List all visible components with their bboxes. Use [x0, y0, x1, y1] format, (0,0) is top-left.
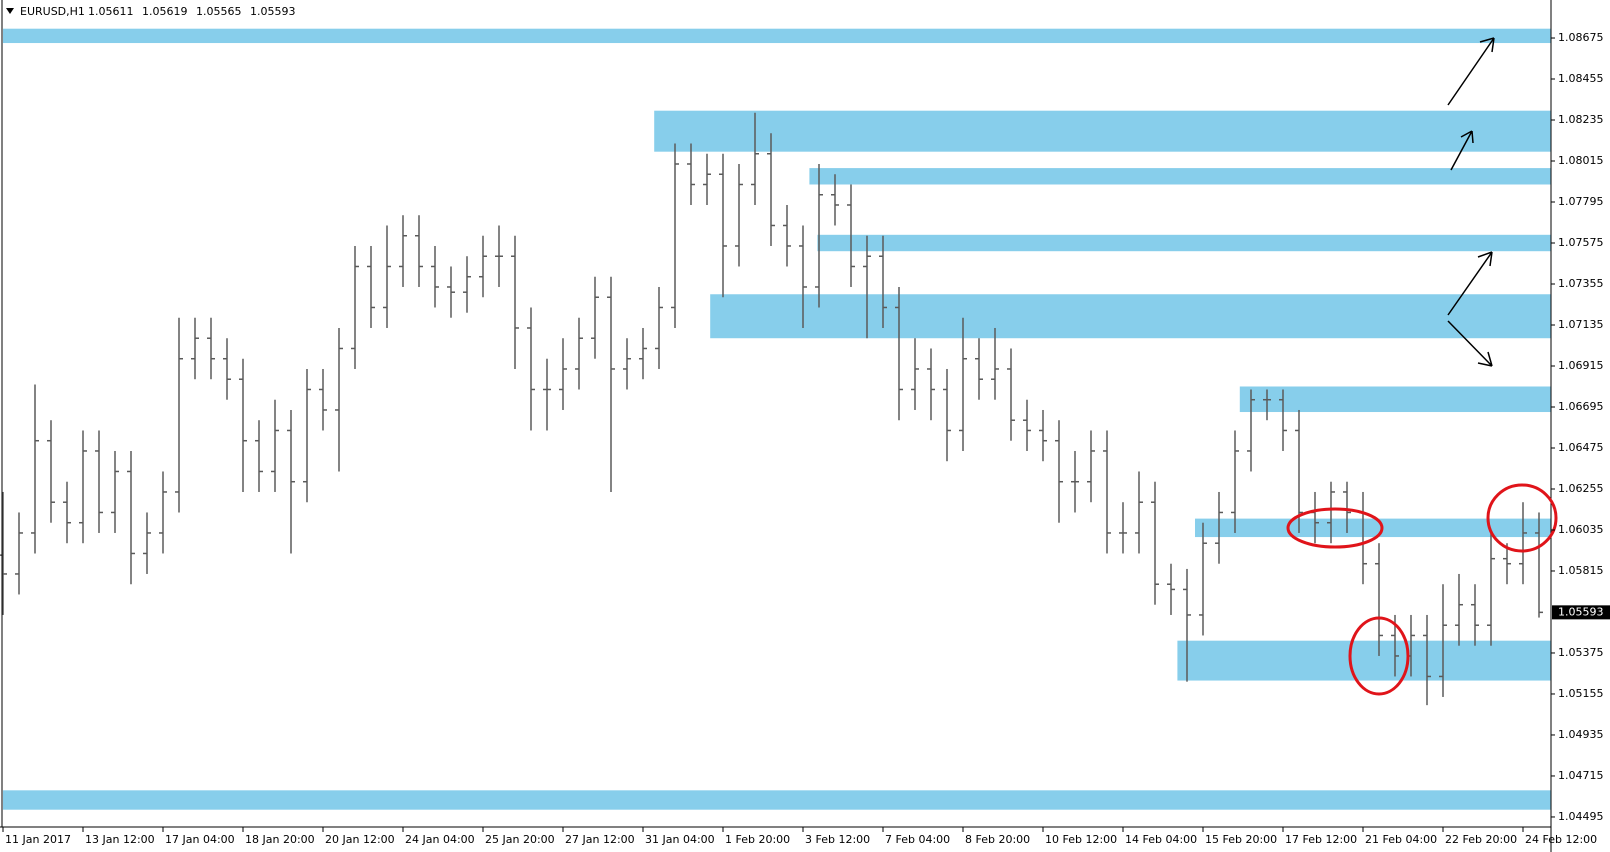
y-tick-label: 1.08675	[1558, 31, 1604, 44]
annotations	[1286, 483, 1558, 696]
x-tick-label: 13 Jan 12:00	[85, 833, 155, 846]
x-tick-label: 31 Jan 04:00	[645, 833, 715, 846]
header-value: 1.05593	[250, 5, 296, 18]
current-price-box	[1552, 605, 1610, 620]
arrows	[1447, 37, 1495, 367]
arrow	[1447, 251, 1493, 316]
header-value: 1.05611	[88, 5, 134, 18]
x-tick-label: 11 Jan 2017	[5, 833, 71, 846]
highlight-ellipse	[1348, 616, 1410, 696]
x-tick-label: 8 Feb 20:00	[965, 833, 1030, 846]
header-value: 1.05619	[142, 5, 188, 18]
x-tick-label: 3 Feb 12:00	[805, 833, 870, 846]
zones	[3, 28, 1551, 810]
symbol-title: EURUSD,H1	[20, 5, 85, 18]
price-zone	[809, 168, 1551, 185]
x-tick-label: 20 Jan 12:00	[325, 833, 395, 846]
y-tick-label: 1.06475	[1558, 441, 1604, 454]
y-tick-label: 1.05815	[1558, 564, 1604, 577]
x-tick-label: 14 Feb 04:00	[1125, 833, 1197, 846]
axes: 1.08675 1.08455 1.08235 1.08015 1.07795 1.075…	[2, 31, 1610, 846]
arrow	[1447, 37, 1495, 106]
x-tick-label: 22 Feb 20:00	[1445, 833, 1517, 846]
price-zone	[1195, 518, 1551, 538]
y-tick-label: 1.07795	[1558, 195, 1604, 208]
x-tick-label: 7 Feb 04:00	[885, 833, 950, 846]
x-tick-label: 10 Feb 12:00	[1045, 833, 1117, 846]
header-ohlc: 1.05611 1.05619 1.05565 1.05593	[88, 5, 296, 18]
y-tick-label: 1.05155	[1558, 687, 1604, 700]
arrow	[1447, 320, 1493, 367]
y-tick-label: 1.06035	[1558, 523, 1604, 536]
x-tick-label: 24 Feb 12:00	[1525, 833, 1597, 846]
current-price-label: 1.05593	[1558, 605, 1604, 618]
x-tick-label: 18 Jan 20:00	[245, 833, 315, 846]
price-zone	[710, 294, 1551, 339]
y-tick-label: 1.05375	[1558, 646, 1604, 659]
highlight-ellipse	[1486, 483, 1558, 553]
y-tick-label: 1.07575	[1558, 236, 1604, 249]
y-tick-label: 1.07135	[1558, 318, 1604, 331]
x-tick-label: 27 Jan 12:00	[565, 833, 635, 846]
x-tick-label: 21 Feb 04:00	[1365, 833, 1437, 846]
arrow	[1450, 130, 1474, 171]
x-tick-label: 25 Jan 20:00	[485, 833, 555, 846]
y-tick-label: 1.08235	[1558, 113, 1604, 126]
y-tick-label: 1.06255	[1558, 482, 1604, 495]
price-zone	[1239, 386, 1551, 413]
y-tick-label: 1.07355	[1558, 277, 1604, 290]
y-tick-label: 1.06915	[1558, 359, 1604, 372]
y-tick-label: 1.08015	[1558, 154, 1604, 167]
price-zone	[817, 234, 1551, 252]
y-tick-label: 1.04715	[1558, 769, 1604, 782]
y-tick-label: 1.06695	[1558, 400, 1604, 413]
highlight-ellipse	[1286, 507, 1384, 549]
price-zone	[3, 28, 1551, 44]
x-tick-label: 17 Feb 12:00	[1285, 833, 1357, 846]
price-zone	[654, 110, 1551, 152]
header-value: 1.05565	[196, 5, 242, 18]
y-tick-label: 1.04935	[1558, 728, 1604, 741]
x-tick-label: 17 Jan 04:00	[165, 833, 235, 846]
x-tick-label: 24 Jan 04:00	[405, 833, 475, 846]
price-zone	[3, 790, 1551, 810]
menu-triangle	[6, 8, 14, 14]
price-zone	[1177, 640, 1551, 681]
x-tick-label: 1 Feb 20:00	[725, 833, 790, 846]
x-tick-label: 15 Feb 20:00	[1205, 833, 1277, 846]
y-tick-label: 1.04495	[1558, 810, 1604, 823]
y-tick-label: 1.08455	[1558, 72, 1604, 85]
